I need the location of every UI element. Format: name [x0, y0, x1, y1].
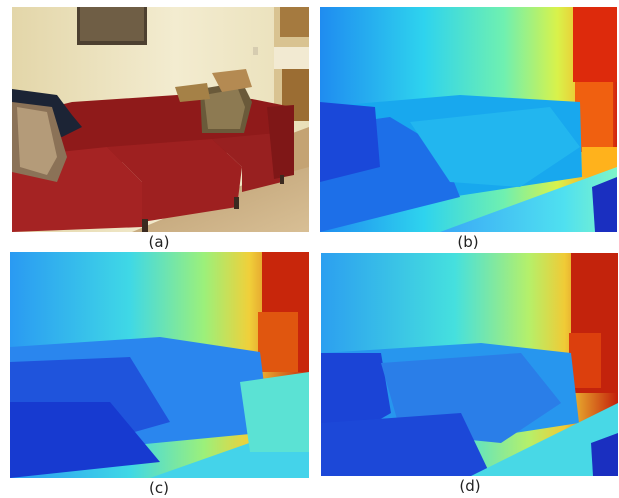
panel-d-depth-map — [321, 253, 618, 476]
panel-a-photo — [12, 7, 309, 232]
living-room-photo — [12, 7, 309, 232]
panel-b-depth-map — [320, 7, 617, 232]
caption-b: (b) — [457, 233, 479, 251]
caption-d: (d) — [459, 477, 481, 495]
depth-map-b — [320, 7, 617, 232]
caption-a: (a) — [148, 233, 170, 251]
panel-c-depth-map — [10, 252, 309, 478]
depth-map-d — [321, 253, 618, 476]
depth-map-c — [10, 252, 309, 478]
caption-c: (c) — [149, 479, 169, 497]
